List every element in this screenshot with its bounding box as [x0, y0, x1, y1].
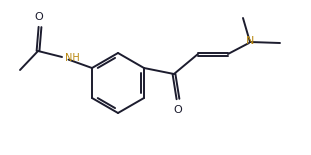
Text: O: O	[174, 104, 182, 115]
Text: N: N	[246, 36, 254, 46]
Text: NH: NH	[65, 53, 80, 62]
Text: O: O	[35, 11, 44, 22]
